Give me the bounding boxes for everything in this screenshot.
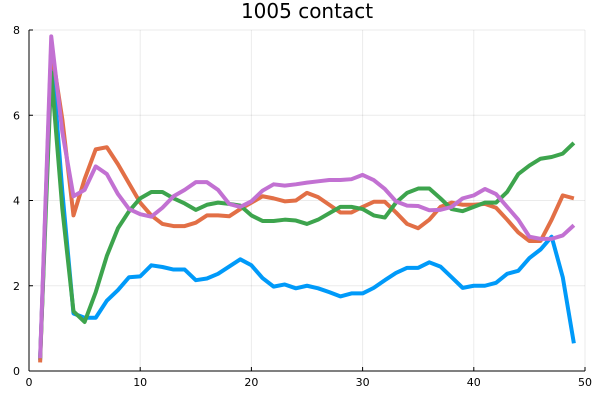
series-line-4 (38, 34, 576, 359)
y-tick-label: 4 (13, 195, 20, 208)
y-tick-label: 0 (13, 365, 20, 378)
x-tick-label: 10 (133, 376, 147, 389)
axes (28, 29, 586, 372)
y-tick-label: 6 (13, 109, 20, 122)
series-line-2 (38, 45, 575, 363)
x-tick-label: 50 (578, 376, 592, 389)
x-tick-label: 0 (26, 376, 33, 389)
x-tick-label: 30 (356, 376, 370, 389)
y-tick-label: 2 (13, 280, 20, 293)
y-tick-label: 8 (13, 24, 20, 37)
tick-labels: 0 10 20 30 40 50 0 2 4 6 8 (13, 24, 592, 389)
series-lines (38, 34, 576, 363)
x-tick-label: 40 (467, 376, 481, 389)
series-line-1 (38, 45, 576, 361)
chart-title: 1005 contact (241, 0, 373, 23)
x-tick-label: 20 (244, 376, 258, 389)
